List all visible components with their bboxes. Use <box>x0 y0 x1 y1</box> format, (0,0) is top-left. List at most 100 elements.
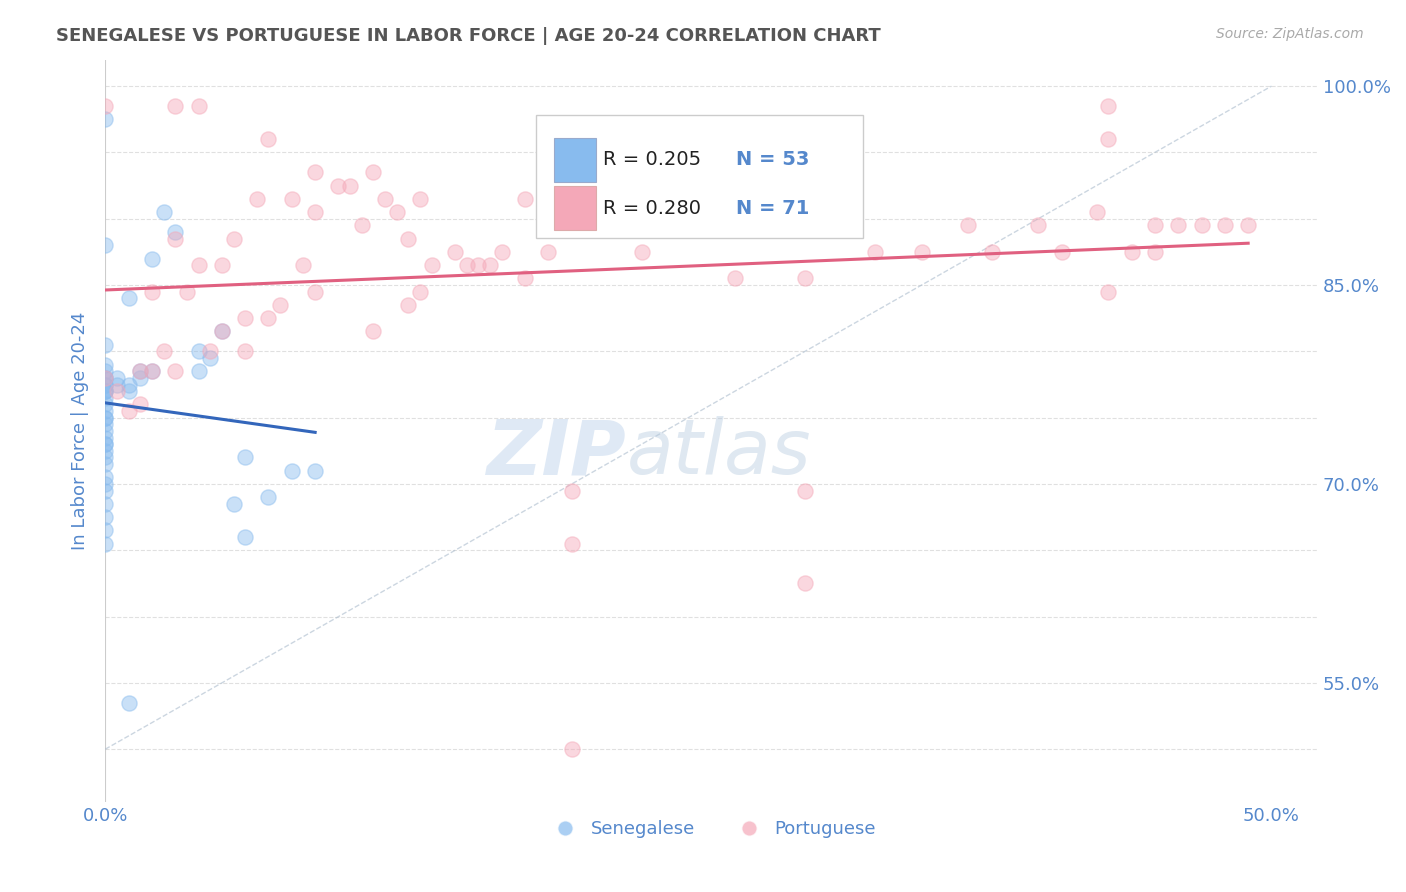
Point <box>94 404 117 418</box>
Point <box>141 252 163 266</box>
Point <box>187 99 209 113</box>
Point <box>1050 244 1073 259</box>
Point <box>385 205 408 219</box>
Text: atlas: atlas <box>627 417 811 491</box>
Point <box>105 371 128 385</box>
Point <box>94 417 117 432</box>
FancyBboxPatch shape <box>554 186 596 230</box>
Point <box>1085 205 1108 219</box>
Point <box>561 536 583 550</box>
Point <box>980 244 1002 259</box>
Text: R = 0.280: R = 0.280 <box>603 199 700 218</box>
Point <box>957 219 980 233</box>
Point <box>94 238 117 252</box>
Legend: Senegalese, Portuguese: Senegalese, Portuguese <box>540 813 883 846</box>
Point <box>94 337 117 351</box>
Point <box>537 244 560 259</box>
Point <box>129 371 152 385</box>
Point <box>94 437 117 451</box>
FancyBboxPatch shape <box>554 137 596 182</box>
Point <box>1167 219 1189 233</box>
Point <box>94 377 117 392</box>
Point <box>117 377 139 392</box>
Point <box>165 225 187 239</box>
Point <box>105 384 128 399</box>
Point <box>94 424 117 438</box>
Point <box>94 450 117 465</box>
Text: N = 71: N = 71 <box>735 199 810 218</box>
Point <box>94 397 117 411</box>
Point <box>105 377 128 392</box>
Point <box>456 258 478 272</box>
Point <box>1097 132 1119 146</box>
Point <box>94 457 117 471</box>
Point <box>328 178 350 193</box>
Point <box>1213 219 1236 233</box>
Point <box>409 192 432 206</box>
Point <box>141 364 163 378</box>
Point <box>94 384 117 399</box>
Point <box>94 371 117 385</box>
Point <box>94 384 117 399</box>
Point <box>117 384 139 399</box>
Point <box>583 219 606 233</box>
Point <box>211 325 233 339</box>
Point <box>444 244 467 259</box>
Point <box>863 244 886 259</box>
Point <box>350 219 373 233</box>
Point <box>165 99 187 113</box>
Point <box>724 271 747 285</box>
Point <box>233 450 256 465</box>
Point <box>257 490 280 504</box>
Point <box>1191 219 1213 233</box>
Point <box>363 325 385 339</box>
Point <box>94 483 117 498</box>
Point <box>94 470 117 484</box>
Point <box>1097 99 1119 113</box>
Point <box>94 371 117 385</box>
Point <box>94 497 117 511</box>
Point <box>233 530 256 544</box>
Point <box>398 298 420 312</box>
Point <box>94 364 117 378</box>
Point <box>1143 219 1166 233</box>
Point <box>233 311 256 326</box>
Point <box>187 258 209 272</box>
Point <box>1143 244 1166 259</box>
Point <box>1237 219 1260 233</box>
Point <box>94 510 117 524</box>
Point <box>117 696 139 710</box>
Point <box>198 344 221 359</box>
Point <box>794 271 817 285</box>
Point <box>129 364 152 378</box>
Point <box>152 205 174 219</box>
Point <box>292 258 315 272</box>
Point <box>117 291 139 305</box>
Point <box>339 178 361 193</box>
Point <box>257 311 280 326</box>
Point <box>304 165 326 179</box>
Point <box>630 244 652 259</box>
Point <box>561 483 583 498</box>
Point <box>94 536 117 550</box>
Point <box>94 371 117 385</box>
Point <box>398 232 420 246</box>
Point <box>257 132 280 146</box>
Point <box>94 437 117 451</box>
Y-axis label: In Labor Force | Age 20-24: In Labor Force | Age 20-24 <box>72 311 89 550</box>
Point <box>94 443 117 458</box>
Point <box>281 464 304 478</box>
Point <box>94 410 117 425</box>
Point <box>94 524 117 538</box>
Text: ZIP: ZIP <box>486 417 627 491</box>
Point <box>141 364 163 378</box>
Point <box>94 112 117 127</box>
Point <box>794 483 817 498</box>
Point <box>222 497 245 511</box>
Point <box>94 377 117 392</box>
Point <box>152 344 174 359</box>
Point <box>304 285 326 299</box>
Point <box>129 397 152 411</box>
Point <box>222 232 245 246</box>
Point <box>420 258 443 272</box>
